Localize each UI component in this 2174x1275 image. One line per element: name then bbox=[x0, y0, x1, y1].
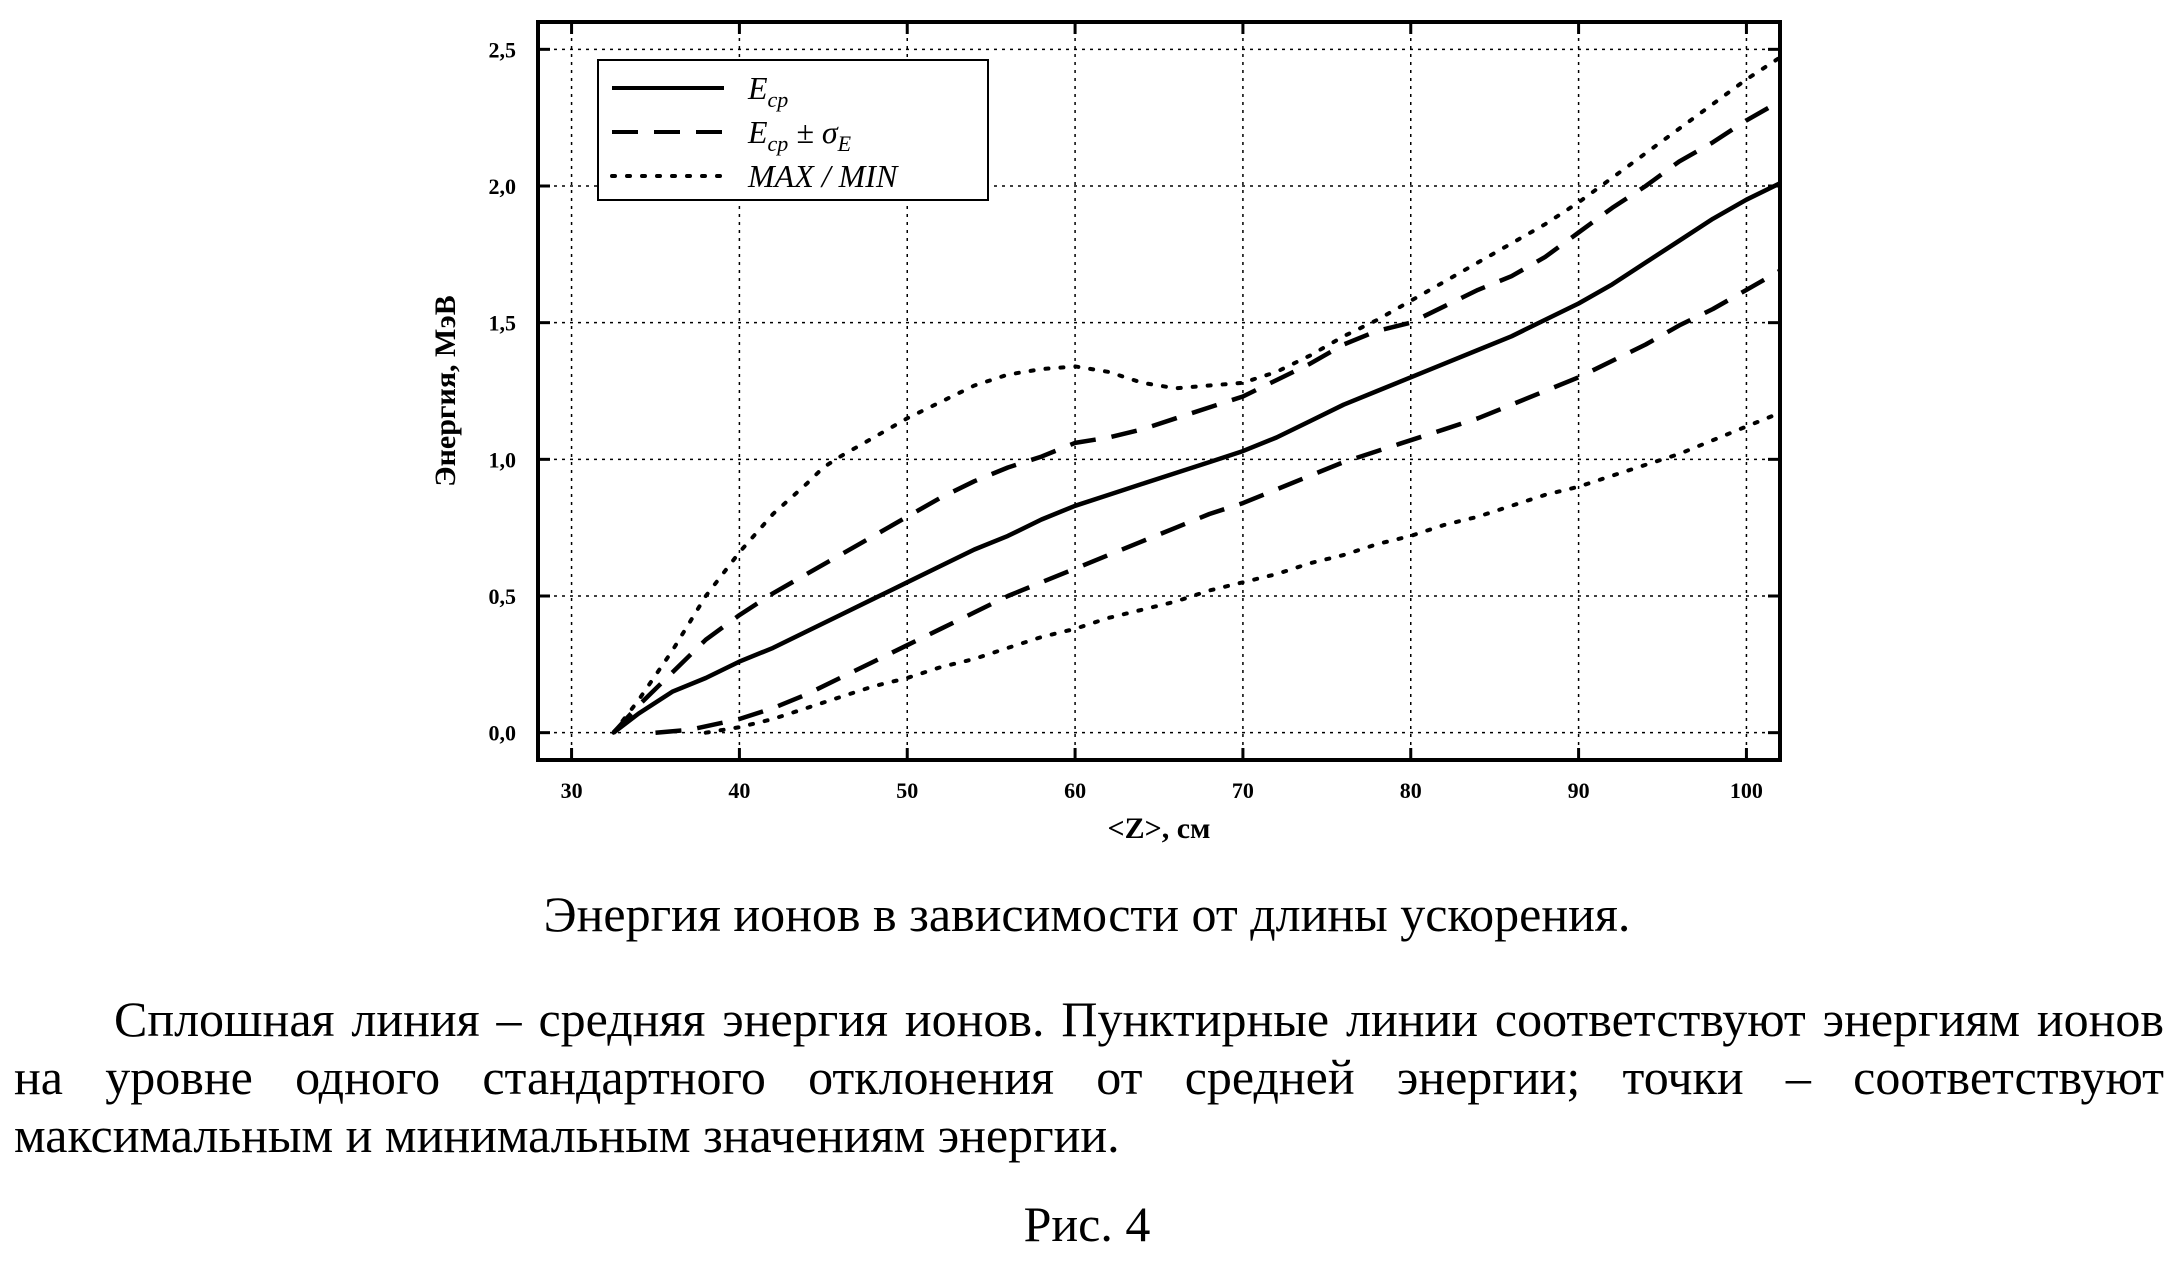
legend: EсрEср ± σEMAX / MIN bbox=[598, 60, 988, 200]
x-tick-label: 90 bbox=[1568, 778, 1590, 803]
energy-chart: 30 40 50 60 70 80 90 100 0,0 0,5 1,0 1,5 2,0 2,5 <Z>,… bbox=[0, 0, 2174, 880]
figure-caption-body: Сплошная линия – средняя энергия ионов. … bbox=[14, 990, 2164, 1164]
figure-caption-title: Энергия ионов в зависимости от длины уск… bbox=[0, 885, 2174, 943]
y-tick-label: 1,0 bbox=[489, 447, 517, 472]
x-tick-label: 80 bbox=[1400, 778, 1422, 803]
series-line-solid bbox=[614, 183, 1781, 732]
x-tick-label: 50 bbox=[896, 778, 918, 803]
x-axis-title: <Z>, см bbox=[1108, 812, 1211, 845]
x-tick-label: 60 bbox=[1064, 778, 1086, 803]
y-tick-label: 2,5 bbox=[489, 37, 517, 62]
x-tick-label: 70 bbox=[1232, 778, 1254, 803]
y-axis-title: Энергия, МэВ bbox=[429, 295, 462, 486]
y-tick-label: 0,5 bbox=[489, 584, 517, 609]
figure-number: Рис. 4 bbox=[0, 1195, 2174, 1253]
x-tick-label: 40 bbox=[728, 778, 750, 803]
x-tick-label: 100 bbox=[1730, 778, 1763, 803]
x-tick-label: 30 bbox=[561, 778, 583, 803]
y-tick-label: 0,0 bbox=[489, 721, 517, 746]
legend-label: Eср ± σE bbox=[747, 114, 852, 156]
y-tick-label: 1,5 bbox=[489, 311, 517, 336]
series-line-dashed bbox=[656, 271, 1781, 733]
legend-label: MAX / MIN bbox=[747, 158, 899, 194]
series-line-dotted bbox=[706, 413, 1780, 733]
y-tick-label: 2,0 bbox=[489, 174, 517, 199]
